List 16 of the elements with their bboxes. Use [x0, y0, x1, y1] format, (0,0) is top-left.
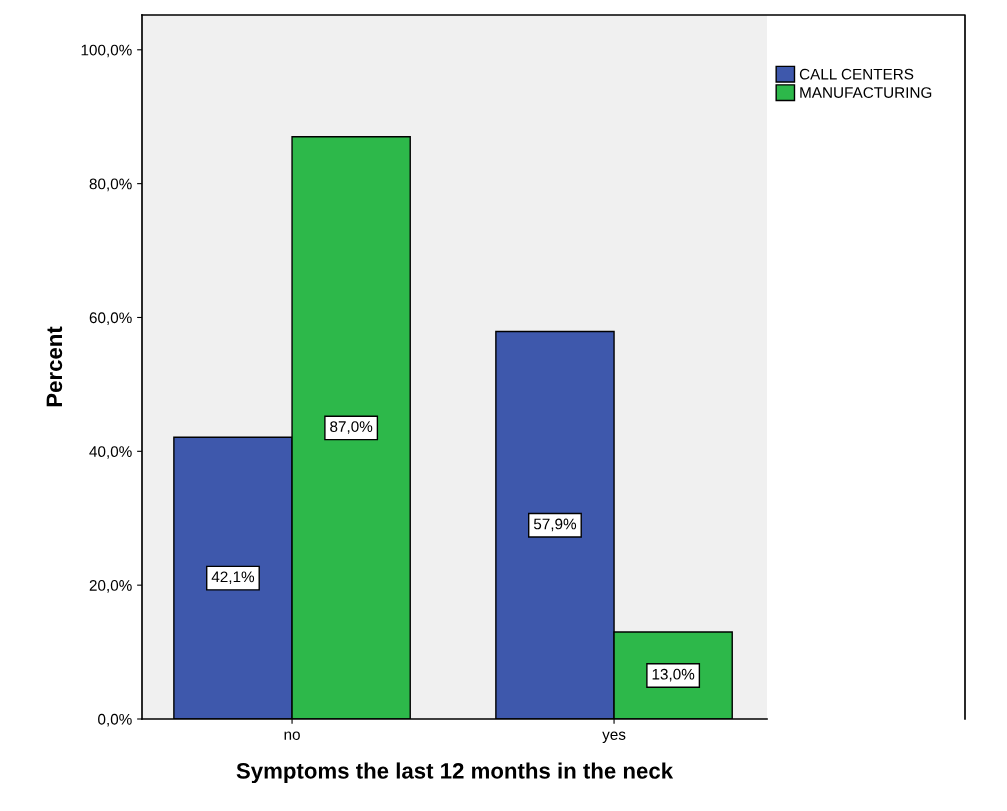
y-tick-label: 0,0%	[98, 713, 132, 727]
y-tick-label: 60,0%	[89, 312, 132, 325]
legend-label: CALL CENTERS	[799, 68, 914, 80]
x-tick-label: no	[284, 731, 300, 740]
data-label: 42,1%	[211, 571, 255, 585]
data-label: 13,0%	[652, 668, 695, 682]
x-axis-title: Symptoms the last 12 months in the neck	[236, 762, 674, 784]
y-axis-title: Percent	[46, 326, 63, 407]
x-tick-label: yes	[602, 731, 626, 743]
y-tick-label: 100,0%	[81, 44, 132, 58]
data-label: 87,0%	[330, 421, 373, 434]
y-tick-label: 80,0%	[89, 178, 132, 192]
y-tick-label: 40,0%	[89, 446, 132, 459]
data-label: 57,9%	[533, 518, 577, 532]
y-tick-label: 20,0%	[89, 580, 132, 593]
legend-label: MANUFACTURING	[800, 87, 932, 98]
